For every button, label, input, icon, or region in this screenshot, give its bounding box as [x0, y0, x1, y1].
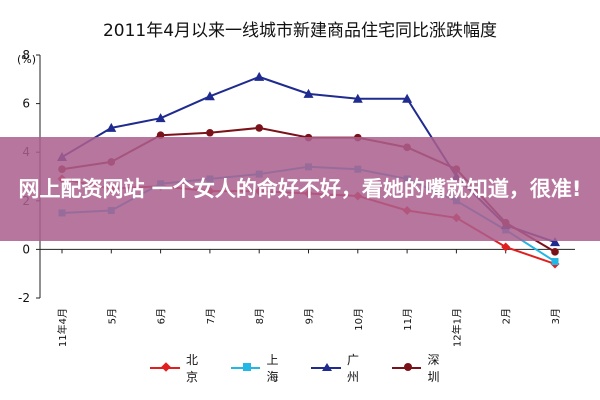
legend-label: 北京: [185, 353, 198, 384]
x-tick-label: 2月: [501, 308, 513, 324]
legend-marker: [322, 363, 332, 371]
data-point: [303, 88, 314, 98]
data-point: [206, 128, 214, 137]
x-tick-label: 8月: [254, 308, 266, 324]
y-tick-label: -2: [18, 291, 30, 305]
data-point: [352, 93, 363, 103]
legend-label: 深圳: [427, 353, 440, 384]
legend-item: 广州: [311, 351, 370, 385]
legend-label: 广州: [346, 353, 359, 384]
y-tick-label: 0: [22, 242, 30, 256]
legend-swatch: [391, 363, 422, 371]
legend-label: 上海: [266, 353, 279, 384]
data-point: [254, 71, 265, 81]
legend-marker: [161, 362, 171, 372]
data-point: [155, 113, 166, 123]
data-point: [550, 237, 560, 247]
legend-swatch: [311, 363, 341, 371]
x-tick-label: 7月: [205, 308, 217, 324]
legend-swatch: [230, 363, 261, 371]
legend-swatch: [150, 362, 180, 372]
legend-item: 北京: [150, 351, 209, 385]
data-point: [551, 258, 559, 266]
x-tick-label: 10月: [353, 308, 365, 331]
x-tick-label: 12年1月: [450, 308, 463, 347]
data-point: [402, 93, 413, 103]
x-tick-label: 11月: [402, 308, 414, 331]
x-tick-label: 6月: [156, 308, 168, 324]
x-tick-label: 11年4月: [56, 308, 69, 347]
x-tick-label: 9月: [304, 308, 316, 324]
y-unit-label: (%): [17, 53, 36, 66]
legend-marker: [242, 363, 251, 371]
y-tick-label: 6: [22, 97, 30, 111]
data-point: [204, 91, 215, 101]
legend-item: 深圳: [391, 351, 451, 385]
legend-item: 上海: [230, 351, 290, 385]
legend-marker: [403, 363, 412, 371]
chart-title: 2011年4月以来一线城市新建商品住宅同比涨跌幅度: [102, 21, 498, 41]
data-point: [501, 242, 511, 252]
data-point: [106, 122, 117, 132]
data-point: [255, 124, 263, 132]
x-tick-label: 3月: [550, 308, 562, 324]
data-point: [551, 248, 559, 256]
chart-legend: 北京 上海 广州 深圳: [150, 353, 450, 384]
banner-text: 网上配资网站 一个女人的命好不好，看她的嘴就知道，很准!: [18, 177, 582, 201]
overlay-banner[interactable]: 网上配资网站 一个女人的命好不好，看她的嘴就知道，很准!: [0, 137, 600, 241]
x-tick-label: 5月: [106, 308, 118, 324]
y-tick-label: 8: [22, 48, 30, 62]
